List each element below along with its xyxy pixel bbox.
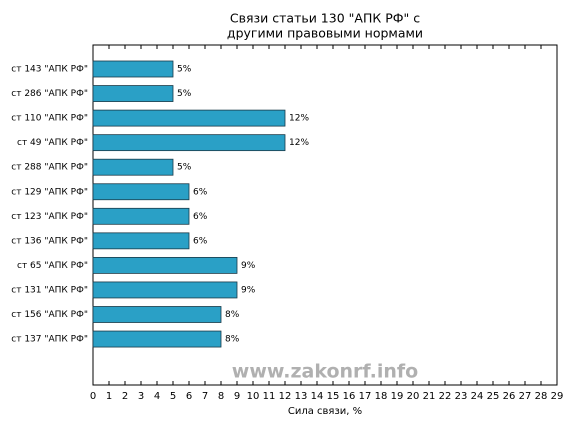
- y-tick-label: ст 131 "АПК РФ": [11, 285, 88, 295]
- value-label: 6%: [193, 187, 208, 197]
- value-label: 5%: [177, 65, 192, 75]
- value-label: 12%: [289, 114, 309, 124]
- value-label: 5%: [177, 89, 192, 99]
- value-label: 8%: [225, 335, 240, 345]
- x-tick-label: 10: [247, 391, 260, 402]
- x-tick-label: 26: [503, 391, 516, 402]
- bar: [92, 85, 174, 102]
- y-tick-label: ст 137 "АПК РФ": [11, 335, 88, 345]
- value-label: 5%: [177, 163, 192, 173]
- x-axis-label: Сила связи, %: [288, 406, 362, 417]
- chart-title: Связи статьи 130 "АПК РФ" с: [230, 11, 420, 26]
- x-tick-label: 17: [359, 391, 372, 402]
- x-tick-label: 23: [455, 391, 468, 402]
- value-label: 12%: [289, 138, 309, 148]
- bar: [92, 207, 190, 225]
- x-tick-label: 25: [487, 391, 500, 402]
- x-tick-label: 16: [343, 391, 356, 402]
- x-tick-label: 2: [122, 391, 128, 402]
- x-tick-label: 7: [202, 391, 208, 402]
- x-tick-label: 19: [391, 391, 404, 402]
- x-tick-label: 5: [170, 391, 176, 402]
- bar: [92, 306, 222, 323]
- value-label: 9%: [241, 285, 256, 295]
- bar: [92, 183, 190, 201]
- y-tick-label: ст 65 "АПК РФ": [17, 261, 88, 271]
- x-tick-label: 3: [138, 391, 144, 402]
- x-tick-label: 14: [311, 391, 324, 402]
- x-tick-label: 27: [519, 391, 532, 402]
- y-tick-label: ст 129 "АПК РФ": [11, 187, 88, 197]
- value-label: 6%: [193, 236, 208, 246]
- x-tick-label: 28: [535, 391, 548, 402]
- y-tick-label: ст 123 "АПК РФ": [11, 212, 88, 222]
- bar: [92, 109, 286, 127]
- y-tick-label: ст 136 "АПК РФ": [11, 236, 88, 246]
- watermark: www.zakonrf.info: [232, 361, 418, 383]
- x-tick-label: 6: [186, 391, 192, 402]
- x-tick-label: 4: [154, 391, 160, 402]
- x-tick-label: 11: [263, 391, 276, 402]
- bar: [92, 232, 190, 250]
- y-tick-label: ст 286 "АПК РФ": [11, 89, 88, 99]
- x-tick-label: 29: [551, 391, 564, 402]
- chart-title: другими правовыми нормами: [227, 26, 423, 41]
- x-tick-label: 20: [407, 391, 420, 402]
- x-tick-label: 12: [279, 391, 292, 402]
- x-tick-label: 8: [218, 391, 224, 402]
- x-tick-label: 9: [234, 391, 240, 402]
- x-tick-label: 22: [439, 391, 452, 402]
- value-label: 6%: [193, 212, 208, 222]
- x-tick-label: 13: [295, 391, 308, 402]
- y-tick-label: ст 49 "АПК РФ": [17, 138, 88, 148]
- x-tick-label: 1: [106, 391, 112, 402]
- bar: [92, 330, 222, 348]
- y-tick-label: ст 156 "АПК РФ": [11, 310, 88, 320]
- bar: [92, 158, 174, 176]
- x-tick-label: 15: [327, 391, 340, 402]
- x-tick-label: 21: [423, 391, 436, 402]
- y-tick-label: ст 143 "АПК РФ": [11, 65, 88, 75]
- bar: [92, 281, 238, 299]
- y-tick-label: ст 110 "АПК РФ": [11, 114, 88, 124]
- bar: [92, 256, 238, 274]
- value-label: 8%: [225, 310, 240, 320]
- bar: [92, 134, 286, 152]
- y-tick-label: ст 288 "АПК РФ": [11, 163, 88, 173]
- x-tick-label: 18: [375, 391, 388, 402]
- value-label: 9%: [241, 261, 256, 271]
- x-tick-label: 24: [471, 391, 484, 402]
- x-tick-label: 0: [90, 391, 96, 402]
- bar: [92, 60, 174, 78]
